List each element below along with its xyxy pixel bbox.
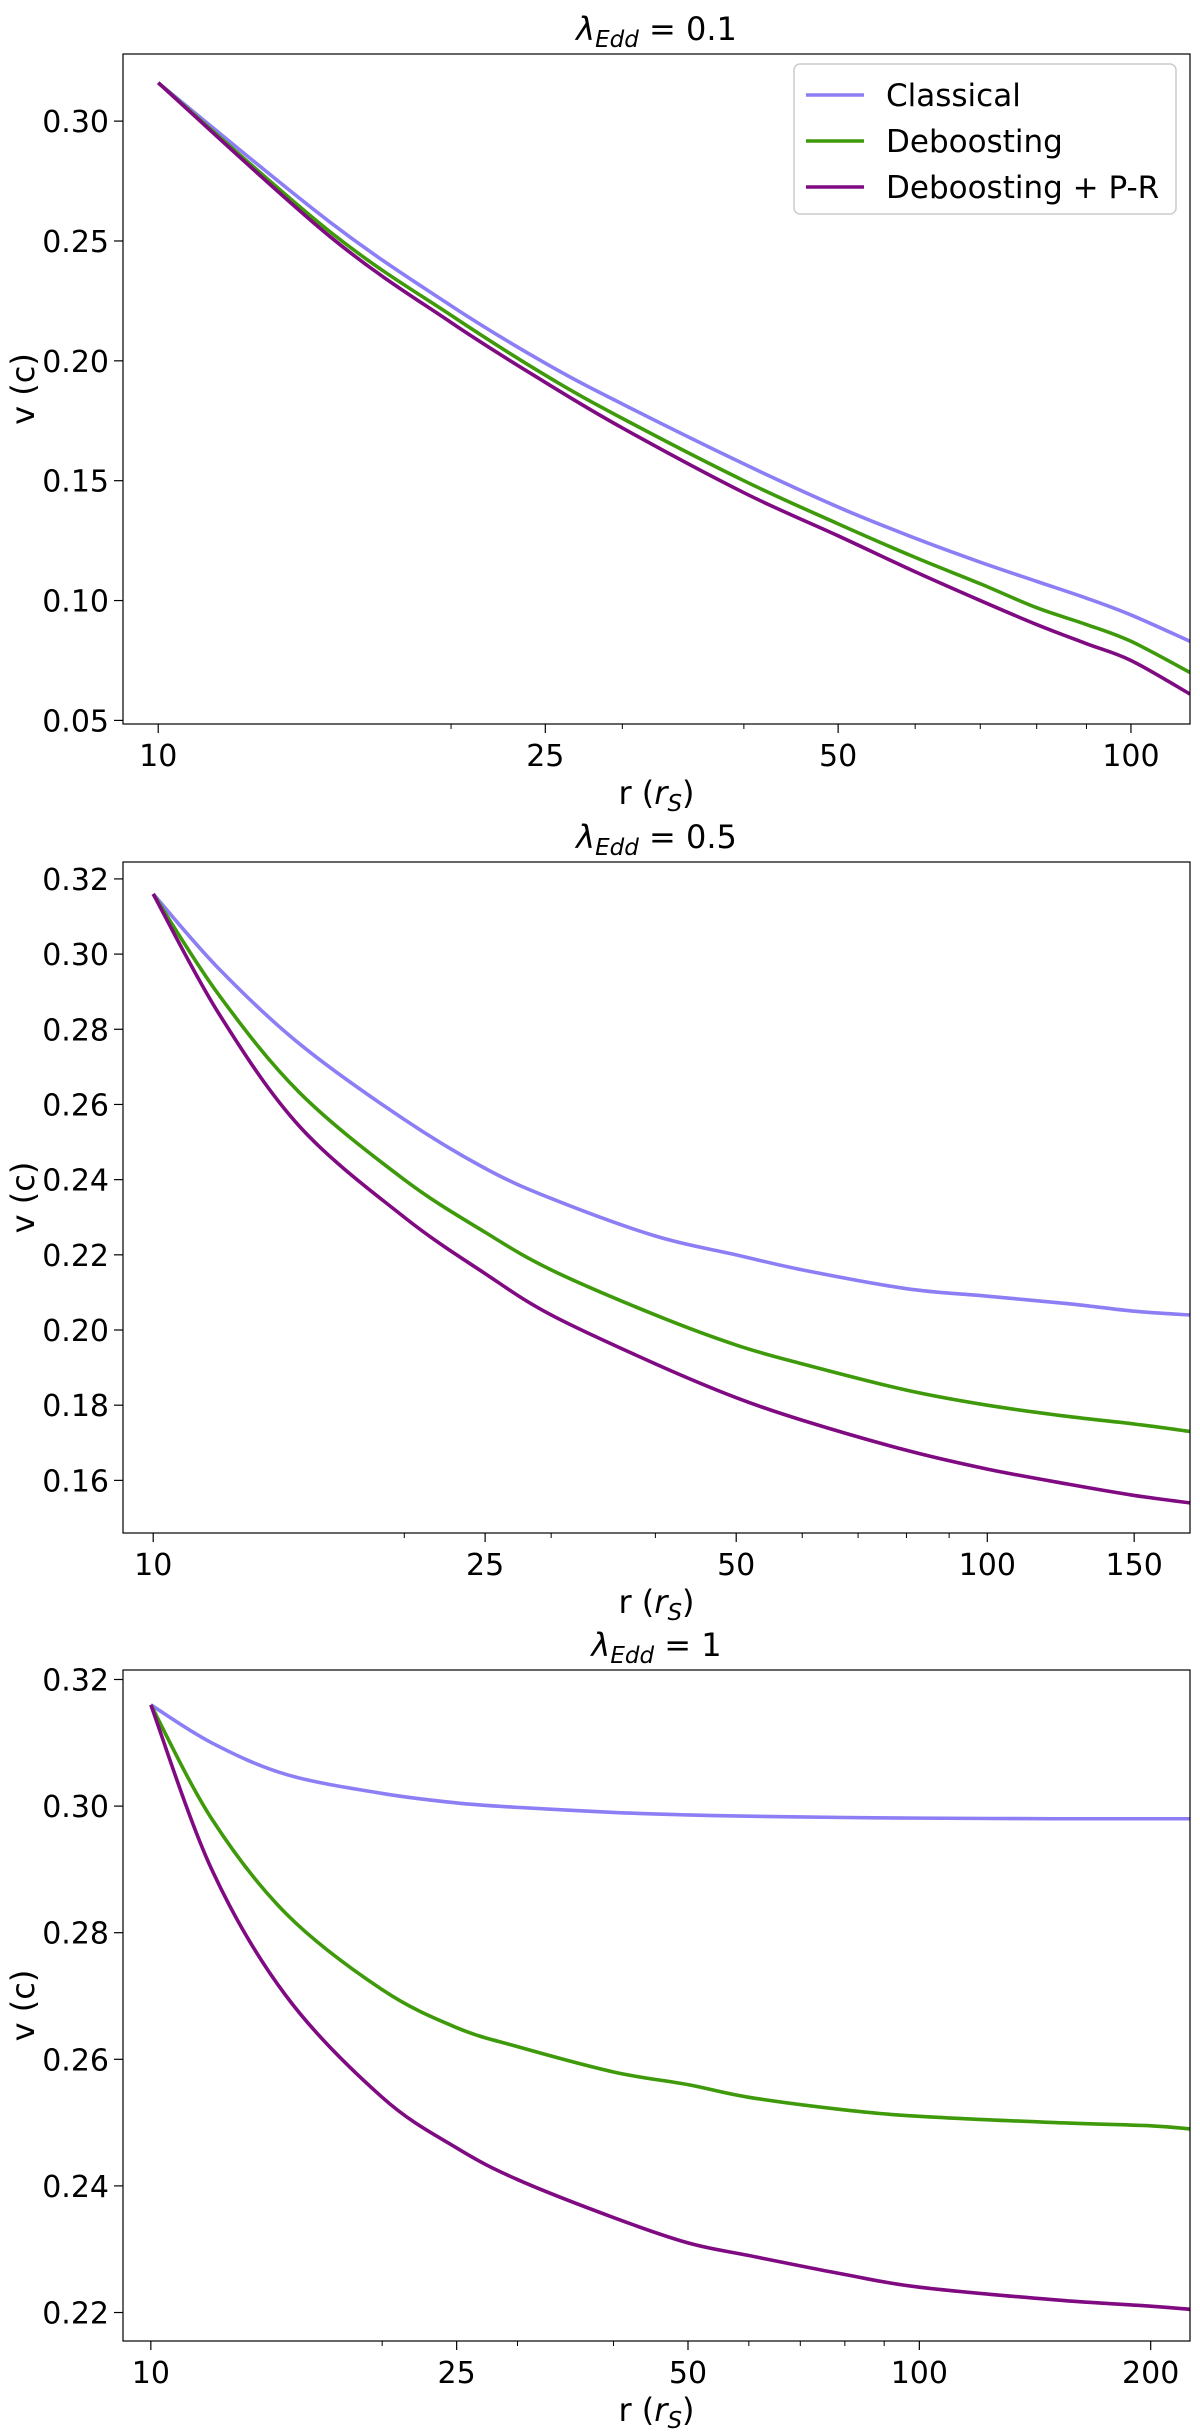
series-line-deboosting-pr xyxy=(151,893,1190,1505)
x-label-prefix: r ( xyxy=(618,774,654,812)
subplot-1: 10 25 50 100 0.05 0.10 0.15 0.20 0.25 0.30 λEdd = … xyxy=(4,10,1191,817)
x-label-subscript: S xyxy=(667,1600,682,1626)
plot-frame xyxy=(122,1669,1191,2342)
title-symbol: λ xyxy=(589,1626,610,1664)
y-tick-label: 0.05 xyxy=(42,704,109,739)
x-axis-label: r (rS) xyxy=(618,1583,694,1626)
y-tick-label: 0.28 xyxy=(42,1917,109,1952)
y-tick-label: 0.16 xyxy=(42,1464,109,1499)
subplot-2: 10 25 50 100 150 0.16 0.18 0.20 0.22 0.24 0.26 0.28… xyxy=(4,818,1191,1626)
y-tick-label: 0.30 xyxy=(42,105,109,140)
y-axis-label: v (c) xyxy=(4,1970,42,2042)
y-tick-label: 0.32 xyxy=(42,1663,109,1698)
chart-title: λEdd = 0.1 xyxy=(574,10,737,53)
title-subscript: Edd xyxy=(610,1643,654,1669)
title-value: = 1 xyxy=(654,1626,722,1664)
y-tick-label: 0.32 xyxy=(42,863,109,898)
x-label-var: r xyxy=(654,1583,669,1621)
y-tick-label: 0.18 xyxy=(42,1389,109,1424)
y-tick-label: 0.28 xyxy=(42,1013,109,1048)
y-tick-label: 0.26 xyxy=(42,2043,109,2078)
x-axis-label: r (rS) xyxy=(618,774,694,817)
x-tick-label: 100 xyxy=(959,1548,1016,1583)
x-axis-label: r (rS) xyxy=(618,2391,694,2432)
y-axis-label: v (c) xyxy=(4,353,42,425)
series-line-classical xyxy=(149,1703,1190,1821)
series-line-deboosting xyxy=(157,81,1190,675)
x-tick-label: 50 xyxy=(717,1548,755,1583)
legend-label-classical: Classical xyxy=(886,78,1021,114)
y-tick-label: 0.20 xyxy=(42,1314,109,1349)
chart-title: λEdd = 1 xyxy=(589,1626,721,1669)
title-value: = 0.1 xyxy=(639,10,737,48)
title-subscript: Edd xyxy=(595,835,639,861)
series-line-classical xyxy=(157,81,1190,643)
y-tick-label: 0.24 xyxy=(42,2170,109,2205)
x-label-prefix: r ( xyxy=(618,2391,654,2429)
x-tick-label: 100 xyxy=(1102,739,1159,774)
x-tick-label: 25 xyxy=(466,1548,504,1583)
y-tick-label: 0.22 xyxy=(42,1239,109,1274)
legend-label-deboosting-pr: Deboosting + P-R xyxy=(886,170,1159,206)
y-tick-label: 0.15 xyxy=(42,465,109,500)
series-line-deboosting xyxy=(149,1703,1190,2131)
y-tick-label: 0.20 xyxy=(42,345,109,380)
series-line-deboosting-pr xyxy=(157,81,1190,696)
legend-label-deboosting: Deboosting xyxy=(886,124,1063,160)
legend-box xyxy=(793,63,1177,215)
plot-frame xyxy=(122,53,1191,725)
x-tick-label: 150 xyxy=(1106,1548,1163,1583)
series-line-deboosting-pr xyxy=(149,1704,1190,2312)
x-tick-label: 10 xyxy=(139,739,177,774)
series-line-deboosting xyxy=(151,892,1190,1434)
x-label-subscript: S xyxy=(667,791,682,817)
series-line-classical xyxy=(151,892,1190,1317)
x-tick-label: 200 xyxy=(1122,2356,1179,2391)
title-symbol: λ xyxy=(574,10,595,48)
x-tick-label: 25 xyxy=(526,739,564,774)
y-tick-label: 0.22 xyxy=(42,2297,109,2332)
x-label-var: r xyxy=(654,774,669,812)
y-tick-label: 0.30 xyxy=(42,938,109,973)
chart-title: λEdd = 0.5 xyxy=(574,818,737,861)
y-tick-label: 0.26 xyxy=(42,1088,109,1123)
title-symbol: λ xyxy=(574,818,595,856)
x-label-prefix: r ( xyxy=(618,1583,654,1621)
x-tick-label: 50 xyxy=(669,2356,707,2391)
x-tick-label: 50 xyxy=(819,739,857,774)
x-label-var: r xyxy=(654,2391,669,2429)
y-tick-label: 0.24 xyxy=(42,1164,109,1199)
y-tick-label: 0.30 xyxy=(42,1790,109,1825)
x-label-suffix: ) xyxy=(682,1583,694,1621)
title-value: = 0.5 xyxy=(639,818,737,856)
plot-frame xyxy=(122,861,1191,1534)
title-subscript: Edd xyxy=(595,27,639,53)
x-label-subscript: S xyxy=(667,2408,682,2432)
subplot-3: 10 25 50 100 200 0.22 0.24 0.26 0.28 0.30 0.32 λEdd… xyxy=(4,1626,1191,2432)
x-tick-label: 10 xyxy=(134,1548,172,1583)
x-tick-label: 100 xyxy=(891,2356,948,2391)
legend: Classical Deboosting Deboosting + P-R xyxy=(793,63,1177,215)
x-label-suffix: ) xyxy=(682,774,694,812)
x-tick-label: 10 xyxy=(132,2356,170,2391)
x-label-suffix: ) xyxy=(682,2391,694,2429)
x-tick-label: 25 xyxy=(438,2356,476,2391)
y-tick-label: 0.10 xyxy=(42,585,109,620)
y-tick-label: 0.25 xyxy=(42,225,109,260)
y-axis-label: v (c) xyxy=(4,1162,42,1234)
